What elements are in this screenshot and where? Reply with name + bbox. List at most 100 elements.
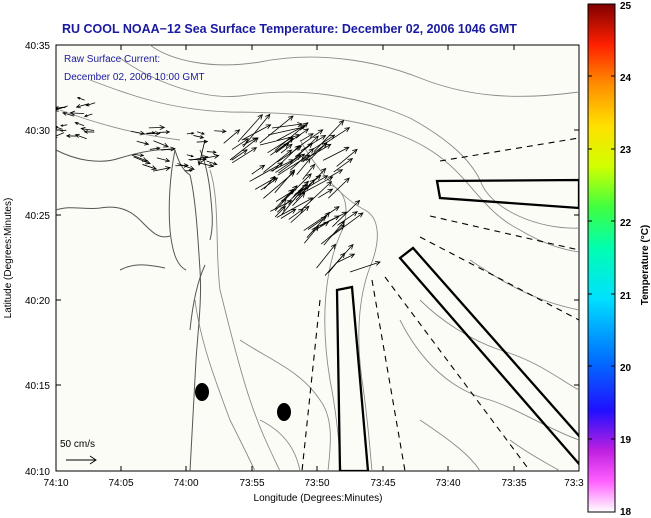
- radial-beam-lines: [301, 137, 579, 471]
- current-vector: [231, 147, 258, 164]
- colorbar-ticks: [588, 3, 615, 513]
- y-tick-marks: [56, 44, 579, 472]
- current-vector: [152, 166, 172, 172]
- current-vector: [336, 148, 358, 167]
- current-vector: [290, 205, 310, 223]
- current-vector: [278, 153, 306, 174]
- colorbar-tick-labels: 25 24 23 22 21 20 19 18: [620, 1, 632, 518]
- colorbar-label: Temperature (°C): [640, 225, 651, 306]
- current-vector: [142, 164, 158, 171]
- current-vector: [333, 158, 354, 173]
- x-tick-label: 74:00: [173, 478, 198, 489]
- current-vector: [231, 149, 248, 161]
- current-vector: [295, 129, 324, 150]
- current-vector: [323, 220, 345, 246]
- colorbar-tick-label: 22: [620, 218, 632, 229]
- current-vector: [296, 157, 311, 175]
- current-vector: [319, 211, 348, 227]
- current-vector: [159, 130, 171, 134]
- x-tick-label: 73:45: [370, 478, 395, 489]
- current-vector: [76, 96, 85, 101]
- x-tick-label: 74:05: [108, 478, 133, 489]
- current-vector: [300, 143, 332, 162]
- current-vector: [231, 138, 250, 150]
- current-vector: [323, 127, 351, 145]
- current-vector: [153, 140, 170, 148]
- x-tick-label: 73:35: [501, 478, 526, 489]
- current-vector: [242, 113, 271, 148]
- current-vector: [74, 121, 85, 127]
- map-area: [55, 44, 580, 472]
- current-vector: [149, 146, 161, 151]
- current-vector: [56, 106, 66, 110]
- transect-wedge-2: [398, 246, 579, 466]
- annotation-line-2: December 02, 2006 10:00 GMT: [64, 72, 205, 83]
- current-vector: [60, 129, 67, 132]
- current-vector: [308, 174, 322, 186]
- current-vector: [312, 134, 336, 150]
- x-tick-label: 74:10: [43, 478, 68, 489]
- current-vector: [254, 177, 277, 190]
- bathymetry-contours: [59, 45, 579, 471]
- current-vector: [186, 131, 195, 135]
- current-vector: [146, 131, 156, 135]
- current-vector: [280, 208, 297, 219]
- current-vector: [65, 134, 78, 138]
- current-vector: [301, 180, 333, 211]
- y-tick-label: 40:20: [25, 296, 50, 307]
- colorbar-tick-label: 25: [620, 1, 632, 12]
- current-vector: [277, 154, 311, 176]
- current-vector: [323, 146, 350, 161]
- y-tick-label: 40:15: [25, 381, 50, 392]
- current-vector: [69, 110, 85, 116]
- current-vector: [206, 150, 217, 154]
- current-vector: [281, 173, 312, 203]
- current-vector: [303, 206, 340, 231]
- colorbar-tick-label: 20: [620, 363, 632, 374]
- current-vector: [186, 154, 194, 158]
- current-vector: [56, 132, 65, 138]
- current-vector: [276, 197, 314, 218]
- x-tick-label: 73:3: [564, 478, 584, 489]
- map-title: RU COOL NOAA−12 Sea Surface Temperature:…: [62, 22, 517, 36]
- x-axis-label: Longitude (Degrees:Minutes): [254, 493, 383, 504]
- radar-bounds: [301, 137, 579, 471]
- current-vector: [280, 143, 293, 154]
- current-vector: [349, 261, 381, 273]
- current-vector: [193, 135, 205, 139]
- current-vector: [206, 160, 218, 166]
- current-vector: [329, 169, 344, 178]
- y-axis-label: Latitude (Degrees:Minutes): [3, 198, 14, 319]
- current-vector: [328, 252, 346, 273]
- current-vector: [85, 102, 96, 107]
- current-vector: [297, 176, 334, 196]
- current-vector: [272, 145, 301, 172]
- current-vector: [175, 163, 189, 168]
- colorbar-tick-label: 19: [620, 435, 632, 446]
- current-vector: [214, 129, 227, 134]
- current-vector: [197, 139, 206, 166]
- current-vector: [288, 208, 304, 220]
- current-vector: [316, 243, 337, 269]
- station-marker: [277, 403, 291, 421]
- current-vector: [190, 155, 209, 161]
- current-vector: [60, 124, 68, 127]
- current-vector: [307, 216, 327, 230]
- transect-wedge-1: [435, 178, 579, 210]
- y-tick-label: 40:30: [25, 126, 50, 137]
- current-vector: [267, 125, 305, 136]
- colorbar-tick-label: 21: [620, 291, 632, 302]
- current-vector: [300, 133, 314, 142]
- current-vector: [133, 153, 145, 158]
- annotation-line-1: Raw Surface Current:: [64, 54, 160, 65]
- current-vector: [328, 177, 350, 199]
- station-marker: [195, 383, 209, 401]
- scale-label: 50 cm/s: [60, 439, 95, 450]
- current-vector: [271, 122, 303, 129]
- y-tick-label: 40:35: [25, 41, 50, 52]
- current-vector: [136, 140, 150, 146]
- current-vector: [56, 125, 63, 130]
- current-vector: [241, 124, 272, 141]
- current-vector: [274, 128, 310, 153]
